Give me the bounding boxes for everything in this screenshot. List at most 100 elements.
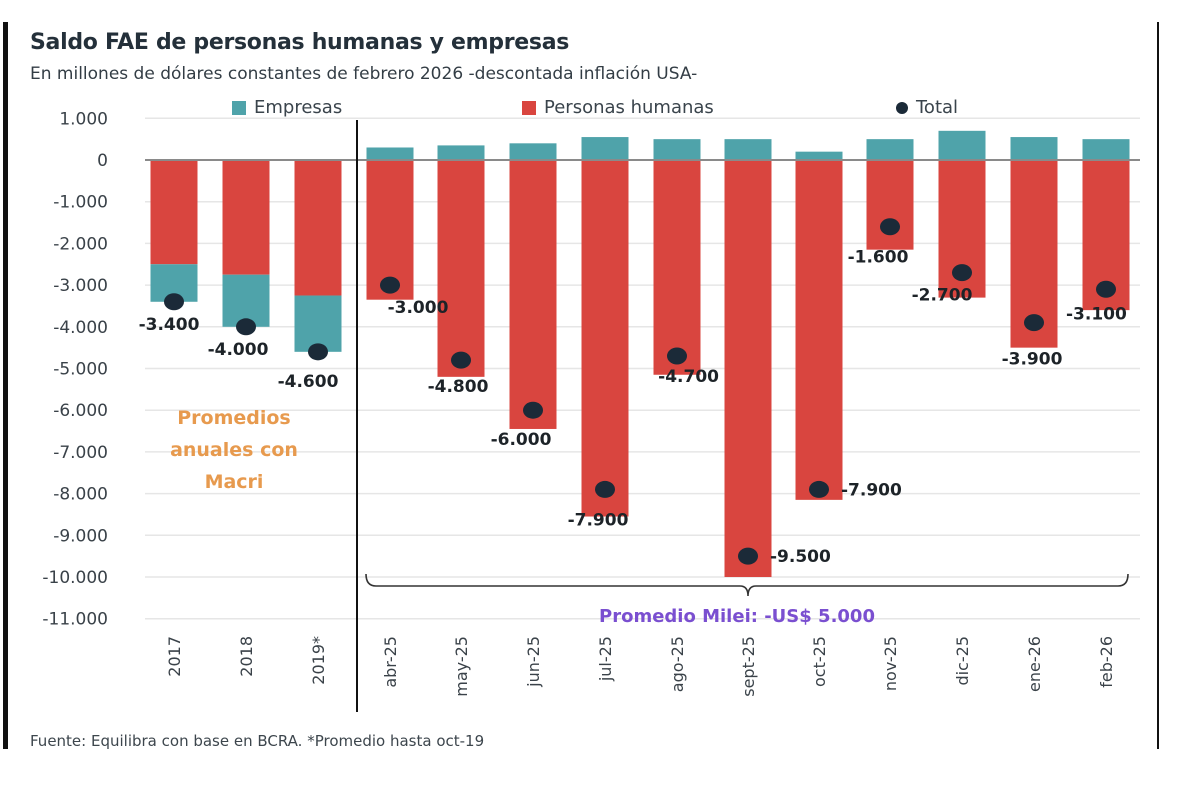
total-marker xyxy=(1096,280,1116,298)
bar-personas xyxy=(581,160,629,517)
bar-personas xyxy=(653,160,701,375)
total-data-label: -9.500 xyxy=(770,547,831,567)
bar-empresas xyxy=(1010,137,1058,160)
legend-swatch-personas xyxy=(522,100,536,115)
total-data-label: -2.700 xyxy=(912,286,973,306)
chart-subtitle: En millones de dólares constantes de feb… xyxy=(30,64,698,84)
total-marker xyxy=(809,480,829,498)
total-marker xyxy=(308,343,328,361)
y-tick-label: -9.000 xyxy=(53,526,108,546)
bar-empresas xyxy=(653,139,701,160)
x-category-label: sept-25 xyxy=(739,636,758,697)
bar-empresas xyxy=(366,147,414,160)
total-marker xyxy=(380,276,400,294)
x-category-label: 2019* xyxy=(309,636,328,685)
total-marker xyxy=(595,480,615,498)
legend-marker-total xyxy=(896,101,908,114)
bar-empresas xyxy=(938,130,986,160)
x-category-label: abr-25 xyxy=(381,636,400,688)
total-marker xyxy=(523,401,543,419)
annotations: Promedios anuales con Macri Promedio Milei:… xyxy=(170,407,1129,627)
legend-label-personas: Personas humanas xyxy=(544,97,714,118)
legend-label-total: Total xyxy=(916,97,959,118)
frame-right-border xyxy=(1157,22,1159,749)
x-category-label: oct-25 xyxy=(810,636,829,687)
y-tick-label: 1.000 xyxy=(59,109,108,129)
total-data-label: -3.400 xyxy=(139,315,200,335)
bar-empresas xyxy=(866,139,914,160)
bar-empresas xyxy=(222,274,270,327)
total-data-label: -7.900 xyxy=(841,480,902,500)
total-data-label: -4.600 xyxy=(278,372,339,392)
x-category-label: ene-26 xyxy=(1025,636,1044,692)
total-marker xyxy=(880,218,900,236)
bar-personas xyxy=(294,160,342,296)
bars xyxy=(150,130,1130,577)
total-data-label: -3.000 xyxy=(388,298,449,318)
bar-empresas xyxy=(724,139,772,160)
y-tick-label: -1.000 xyxy=(53,193,108,213)
total-marker xyxy=(1024,314,1044,332)
macri-annotation-line: Promedios xyxy=(177,407,291,429)
bar-personas xyxy=(509,160,557,429)
total-data-label: -6.000 xyxy=(491,430,552,450)
y-tick-label: -6.000 xyxy=(53,401,108,421)
y-tick-label: -3.000 xyxy=(53,276,108,296)
total-data-label: -4.700 xyxy=(658,367,719,387)
macri-annotation-line: anuales con xyxy=(170,439,298,461)
y-tick-label: -5.000 xyxy=(53,360,108,380)
total-marker xyxy=(738,547,758,565)
source-note: Fuente: Equilibra con base en BCRA. *Pro… xyxy=(30,732,485,750)
legend-item-empresas: Empresas xyxy=(232,97,342,118)
y-tick-label: -11.000 xyxy=(42,610,108,630)
milei-brace xyxy=(365,573,1129,597)
total-marker xyxy=(164,293,184,311)
x-category-label: jul-25 xyxy=(596,636,615,682)
x-category-label: feb-26 xyxy=(1097,636,1116,688)
frame-left-border xyxy=(3,22,8,749)
total-data-label: -1.600 xyxy=(848,248,909,268)
bar-personas xyxy=(222,160,270,275)
legend-swatch-empresas xyxy=(232,100,246,115)
chart-title: Saldo FAE de personas humanas y empresas xyxy=(30,30,570,55)
x-category-label: ago-25 xyxy=(668,636,687,692)
total-data-label: -3.100 xyxy=(1066,304,1127,324)
bar-personas xyxy=(866,160,914,250)
total-data-label: -7.900 xyxy=(568,510,629,530)
bar-empresas xyxy=(795,151,843,160)
legend-label-empresas: Empresas xyxy=(254,97,343,118)
y-tick-label: -8.000 xyxy=(53,485,108,505)
total-marker xyxy=(667,347,687,365)
x-category-label: may-25 xyxy=(452,636,471,697)
y-tick-label: -10.000 xyxy=(42,568,108,588)
bar-empresas xyxy=(509,143,557,160)
bar-personas xyxy=(366,160,414,300)
x-category-label: dic-25 xyxy=(953,636,972,686)
macri-annotation-line: Macri xyxy=(205,471,264,493)
x-category-label: 2017 xyxy=(165,636,184,677)
total-marker xyxy=(952,264,972,282)
legend-item-personas: Personas humanas xyxy=(522,97,714,118)
bar-empresas xyxy=(581,137,629,160)
legend-item-total: Total xyxy=(896,97,958,118)
bar-empresas xyxy=(294,295,342,352)
y-axis: 1.000 0 -1.000 -2.000 -3.000 -4.000 -5.000 -6.0… xyxy=(42,109,108,629)
bar-personas xyxy=(795,160,843,500)
bar-personas xyxy=(150,160,198,265)
total-data-label: -3.900 xyxy=(1002,350,1063,370)
y-tick-label: -7.000 xyxy=(53,443,108,463)
y-tick-label: 0 xyxy=(97,151,108,171)
total-marker xyxy=(451,351,471,369)
bar-empresas xyxy=(1082,139,1130,160)
milei-annotation: Promedio Milei: -US$ 5.000 xyxy=(599,606,875,627)
bar-personas xyxy=(724,160,772,577)
y-tick-label: -2.000 xyxy=(53,234,108,254)
total-markers xyxy=(164,218,1116,565)
y-tick-label: -4.000 xyxy=(53,318,108,338)
x-category-label: jun-25 xyxy=(524,636,543,688)
total-data-label: -4.800 xyxy=(428,377,489,397)
x-category-label: nov-25 xyxy=(881,636,900,691)
x-axis: 2017 2018 2019* abr-25 may-25 jun-25 jul-25 ago… xyxy=(165,120,1116,712)
bar-empresas xyxy=(437,145,485,160)
